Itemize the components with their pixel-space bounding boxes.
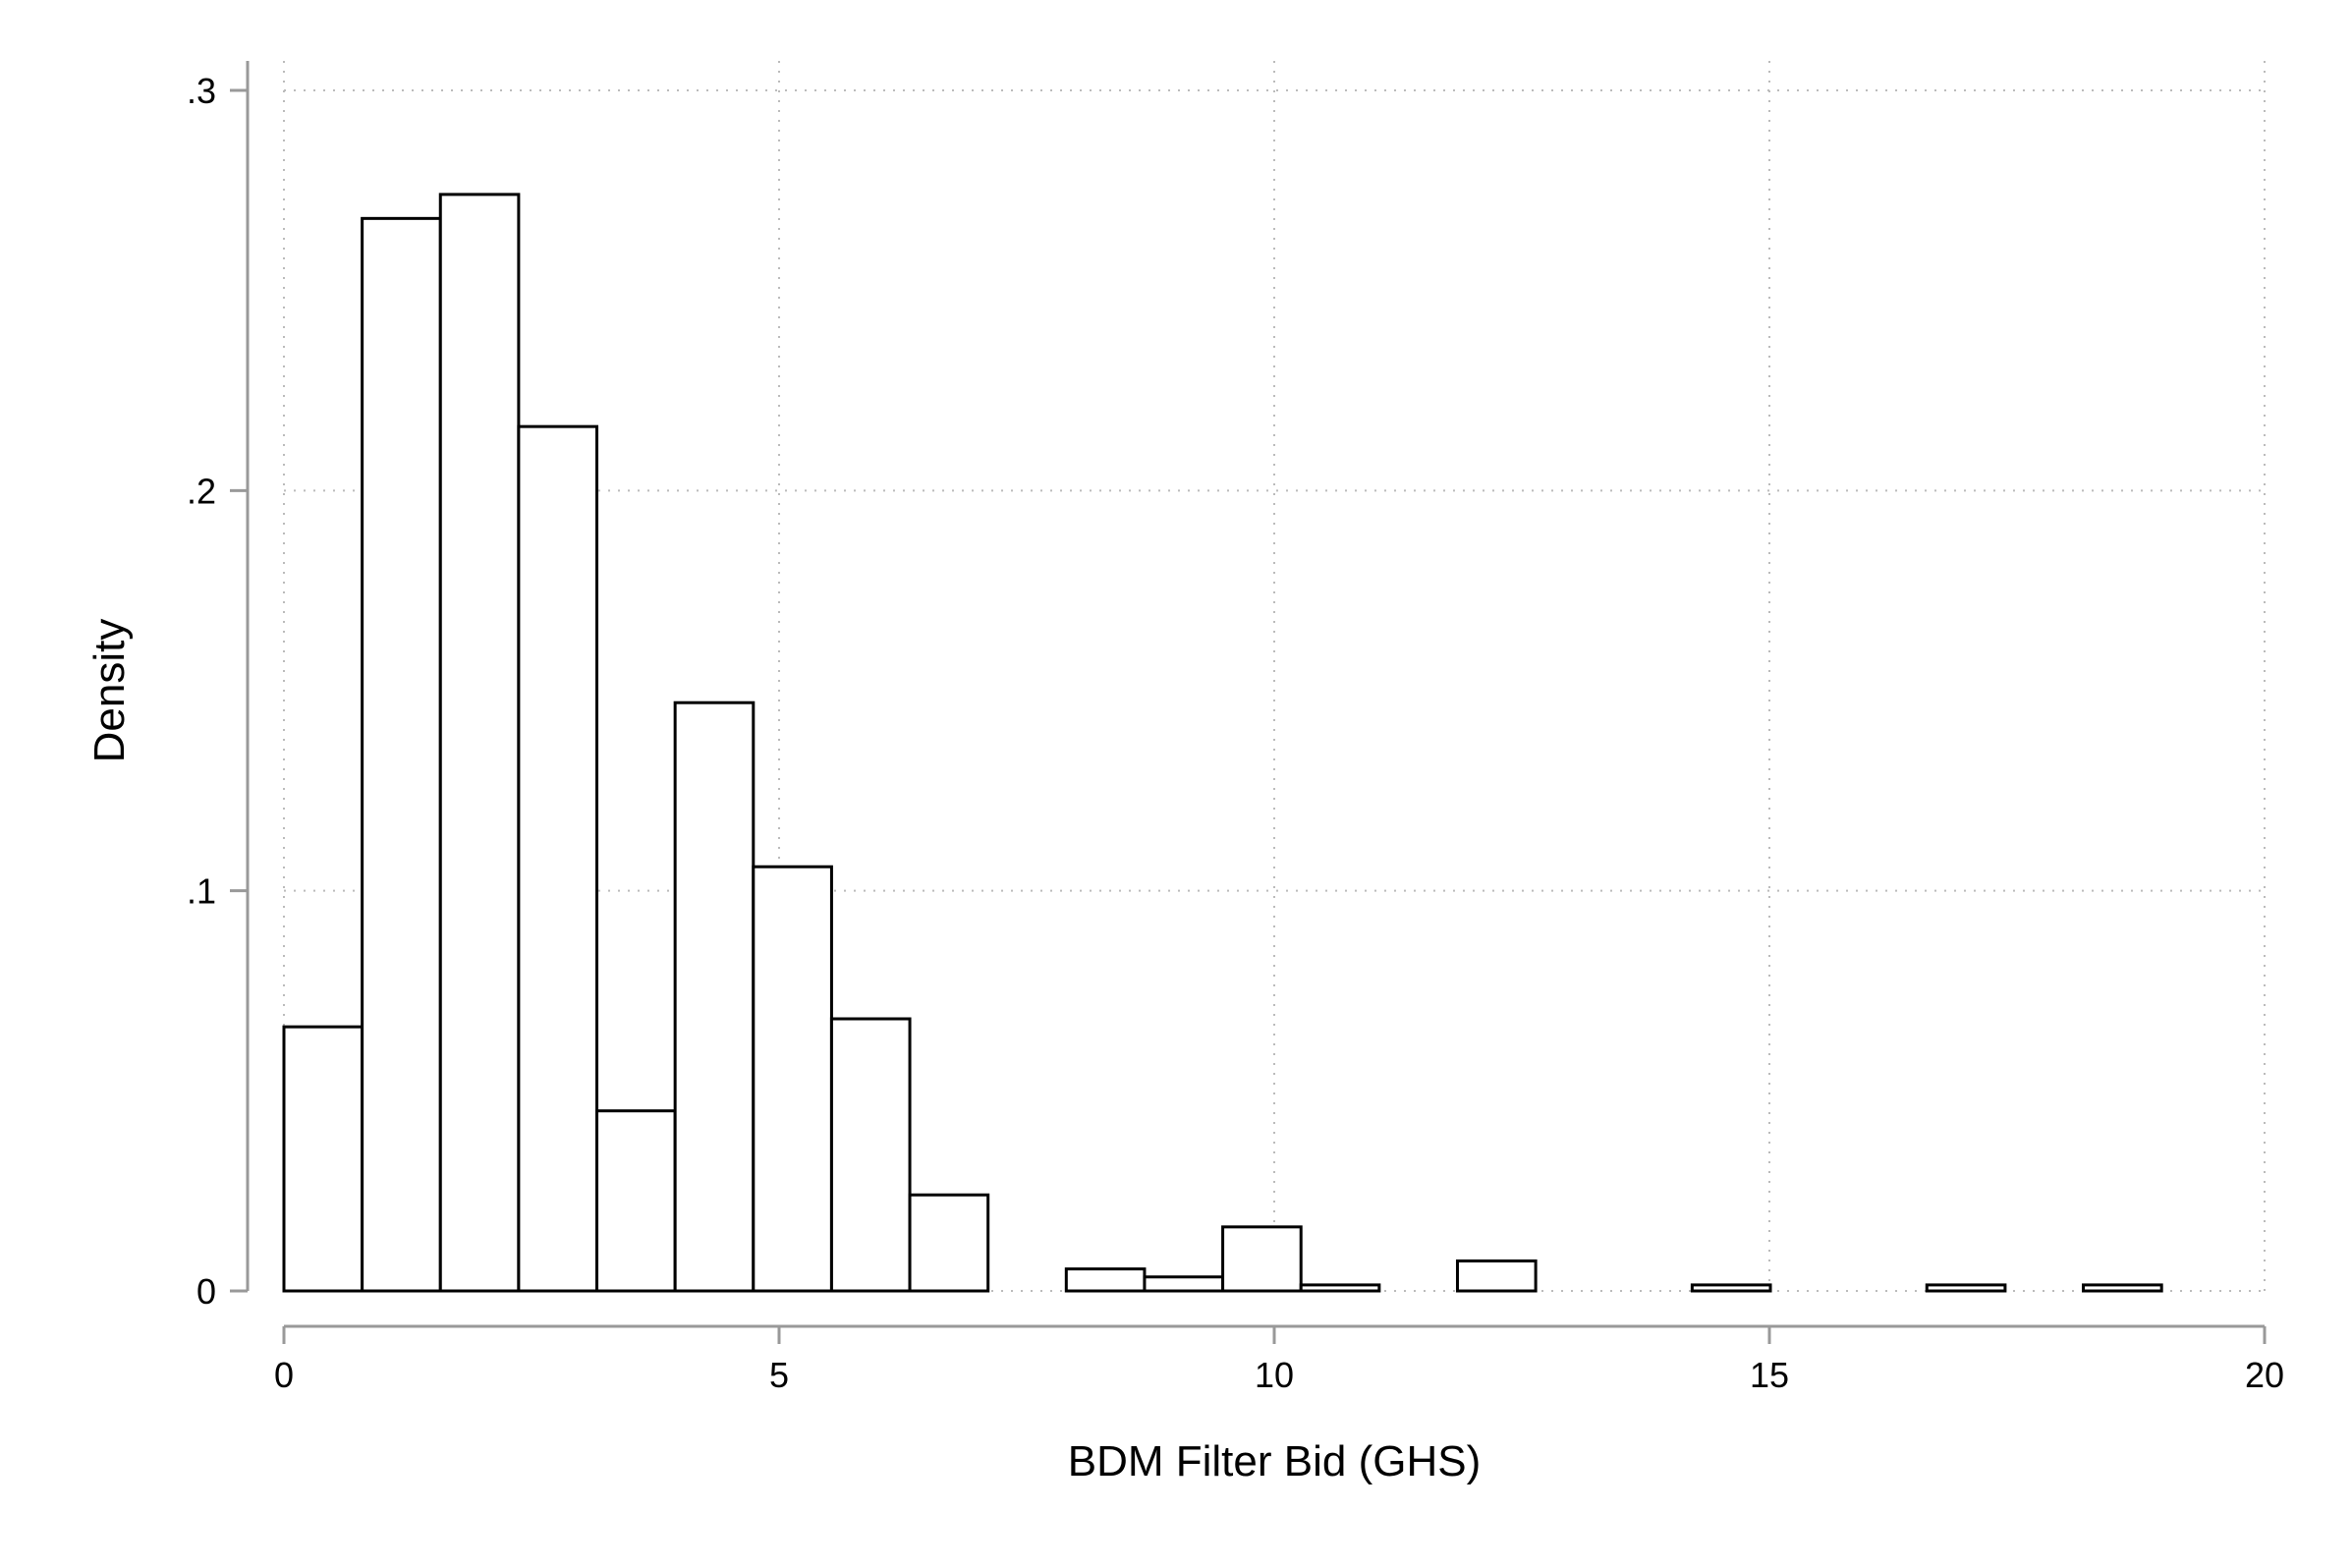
x-tick-label: 20 [2245, 1355, 2284, 1395]
histogram-bar [673, 700, 756, 1293]
y-tick-label: 0 [196, 1271, 216, 1312]
histogram-bar [1299, 1283, 1381, 1293]
x-tick-label: 0 [274, 1355, 294, 1395]
histogram-bar [2082, 1283, 2163, 1293]
histogram-bar [1064, 1267, 1147, 1293]
y-tick-label: .3 [187, 71, 216, 111]
y-tick-label: .2 [187, 471, 216, 511]
x-tick-label: 5 [769, 1355, 789, 1395]
histogram-bar [282, 1025, 364, 1293]
histogram-bar [595, 1109, 677, 1293]
x-axis-title: BDM Filter Bid (GHS) [1068, 1437, 1481, 1485]
y-axis-ticks: 0 .1 .2 .3 [187, 71, 248, 1312]
histogram-bars [282, 193, 2163, 1293]
x-axis-ticks: 0 5 10 15 20 [274, 1326, 2284, 1395]
histogram-bar [829, 1017, 912, 1293]
histogram-bar [517, 424, 599, 1293]
histogram-bar [1925, 1283, 2007, 1293]
x-tick-label: 10 [1255, 1355, 1294, 1395]
histogram-bar [361, 216, 442, 1293]
y-tick-label: .1 [187, 871, 216, 912]
histogram-bar [1221, 1225, 1303, 1293]
x-tick-label: 15 [1750, 1355, 1789, 1395]
histogram-bar [908, 1193, 990, 1293]
histogram-bar [752, 865, 833, 1293]
histogram-bar [1455, 1259, 1538, 1293]
y-axis-title: Density [85, 619, 134, 763]
histogram-bar [1143, 1275, 1225, 1293]
histogram-bar [1690, 1283, 1772, 1293]
histogram-bar [438, 193, 521, 1293]
